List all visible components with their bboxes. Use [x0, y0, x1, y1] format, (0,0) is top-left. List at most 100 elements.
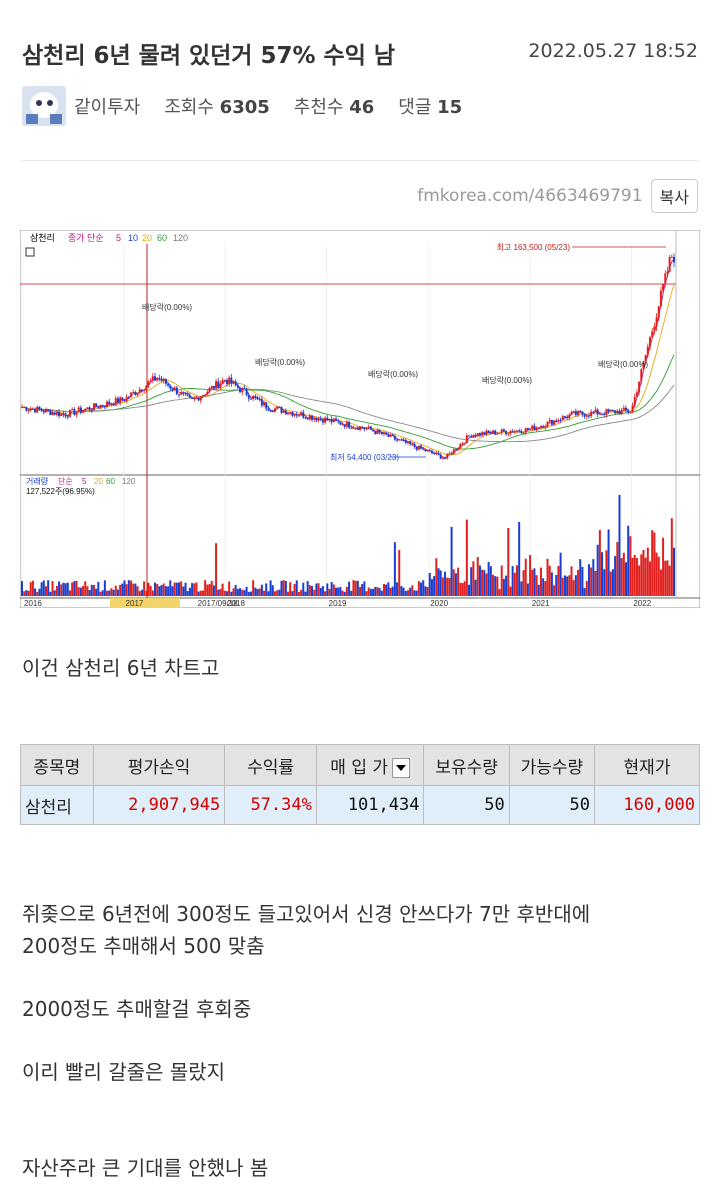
candle — [66, 416, 69, 418]
volume-bar — [644, 557, 647, 596]
volume-bar — [363, 581, 366, 596]
volume-bar — [409, 587, 412, 596]
candle — [282, 410, 285, 413]
candle — [341, 424, 344, 426]
volume-bar — [343, 591, 346, 596]
volume-bar — [633, 554, 636, 596]
candle — [103, 406, 106, 408]
candle — [34, 408, 37, 413]
candle — [500, 429, 503, 433]
volume-bar — [542, 578, 545, 596]
volume-bar — [271, 585, 274, 596]
candle — [180, 392, 183, 395]
volume-bar — [23, 591, 26, 596]
volume-bar — [339, 586, 342, 596]
candle — [533, 425, 536, 431]
cell-name: 삼천리 — [20, 785, 94, 825]
author-name[interactable]: 같이투자 — [74, 97, 141, 118]
volume-bar — [450, 526, 453, 596]
volume-bar — [587, 564, 590, 596]
volume-bar — [125, 584, 128, 596]
volume-bar — [481, 569, 484, 596]
candle — [409, 441, 412, 445]
candle — [577, 410, 580, 416]
volume-bar — [197, 591, 200, 596]
candle — [138, 389, 141, 393]
avatar[interactable] — [22, 86, 66, 126]
volume-bar — [387, 582, 390, 596]
candle — [618, 410, 621, 415]
candle — [140, 389, 143, 392]
candle — [236, 385, 239, 388]
candle — [42, 411, 45, 413]
volume-bar — [376, 587, 379, 596]
comments-count[interactable]: 댓글 15 — [398, 97, 463, 118]
url-row: fmkorea.com/4663469791 복사 — [417, 179, 698, 213]
volume-bar — [103, 580, 106, 596]
candle — [596, 409, 599, 415]
volume-bar — [574, 575, 577, 596]
post-url[interactable]: fmkorea.com/4663469791 — [417, 186, 643, 206]
candle — [426, 450, 429, 452]
table-row[interactable]: 삼천리 2,907,945 57.34% 101,434 50 50 160,0… — [20, 785, 700, 825]
candle — [664, 273, 667, 285]
volume-bar — [108, 590, 111, 596]
candle — [352, 427, 355, 429]
svg-text:127,522주(96.95%): 127,522주(96.95%) — [26, 487, 95, 496]
volume-bar — [507, 528, 510, 596]
volume-bar — [297, 591, 300, 596]
volume-bar — [330, 581, 333, 596]
volume-bar — [352, 580, 355, 596]
copy-button[interactable]: 복사 — [650, 179, 698, 213]
candle — [548, 419, 551, 422]
candle — [136, 392, 139, 395]
candle — [570, 411, 573, 415]
volume-bar — [321, 586, 324, 596]
volume-bar — [317, 583, 320, 596]
volume-bar — [186, 590, 189, 596]
candle — [402, 439, 405, 441]
volume-bar — [230, 591, 233, 596]
candle — [47, 409, 50, 411]
volume-bar — [287, 591, 290, 596]
volume-bar — [136, 586, 139, 596]
dropdown-icon[interactable] — [392, 757, 411, 778]
candle — [463, 443, 466, 445]
candle — [158, 378, 161, 380]
volume-bar — [393, 542, 396, 596]
candle — [51, 412, 54, 416]
candle — [36, 406, 39, 413]
volume-bar — [646, 547, 649, 596]
volume-bar — [559, 552, 562, 596]
volume-bar — [391, 586, 394, 596]
candle — [382, 432, 385, 435]
volume-bar — [625, 562, 628, 596]
volume-bar — [71, 582, 74, 596]
volume-bar — [252, 580, 255, 596]
volume-bar — [247, 591, 250, 596]
volume-bar — [500, 565, 503, 596]
candle — [335, 418, 338, 421]
volume-bar — [60, 584, 63, 596]
candle — [411, 443, 414, 445]
volume-bar — [212, 585, 215, 596]
candle — [644, 355, 647, 362]
volume-bar — [219, 588, 222, 596]
volume-bar — [413, 590, 416, 596]
volume-bar — [356, 580, 359, 596]
volume-bar — [380, 590, 383, 596]
candle — [106, 401, 109, 407]
candle — [673, 256, 675, 263]
body-line-1: 이건 삼천리 6년 차트고 — [22, 656, 220, 680]
body-line-3: 200정도 추매해서 500 맞춤 — [22, 934, 265, 958]
volume-bar — [158, 586, 161, 596]
candle — [287, 413, 290, 415]
candle — [389, 434, 392, 437]
volume-bar — [389, 587, 392, 596]
volume-bar — [143, 581, 146, 596]
candle — [315, 417, 318, 421]
candle — [284, 410, 287, 415]
volume-bar — [382, 584, 385, 596]
candle — [518, 430, 521, 432]
candle — [546, 421, 549, 427]
